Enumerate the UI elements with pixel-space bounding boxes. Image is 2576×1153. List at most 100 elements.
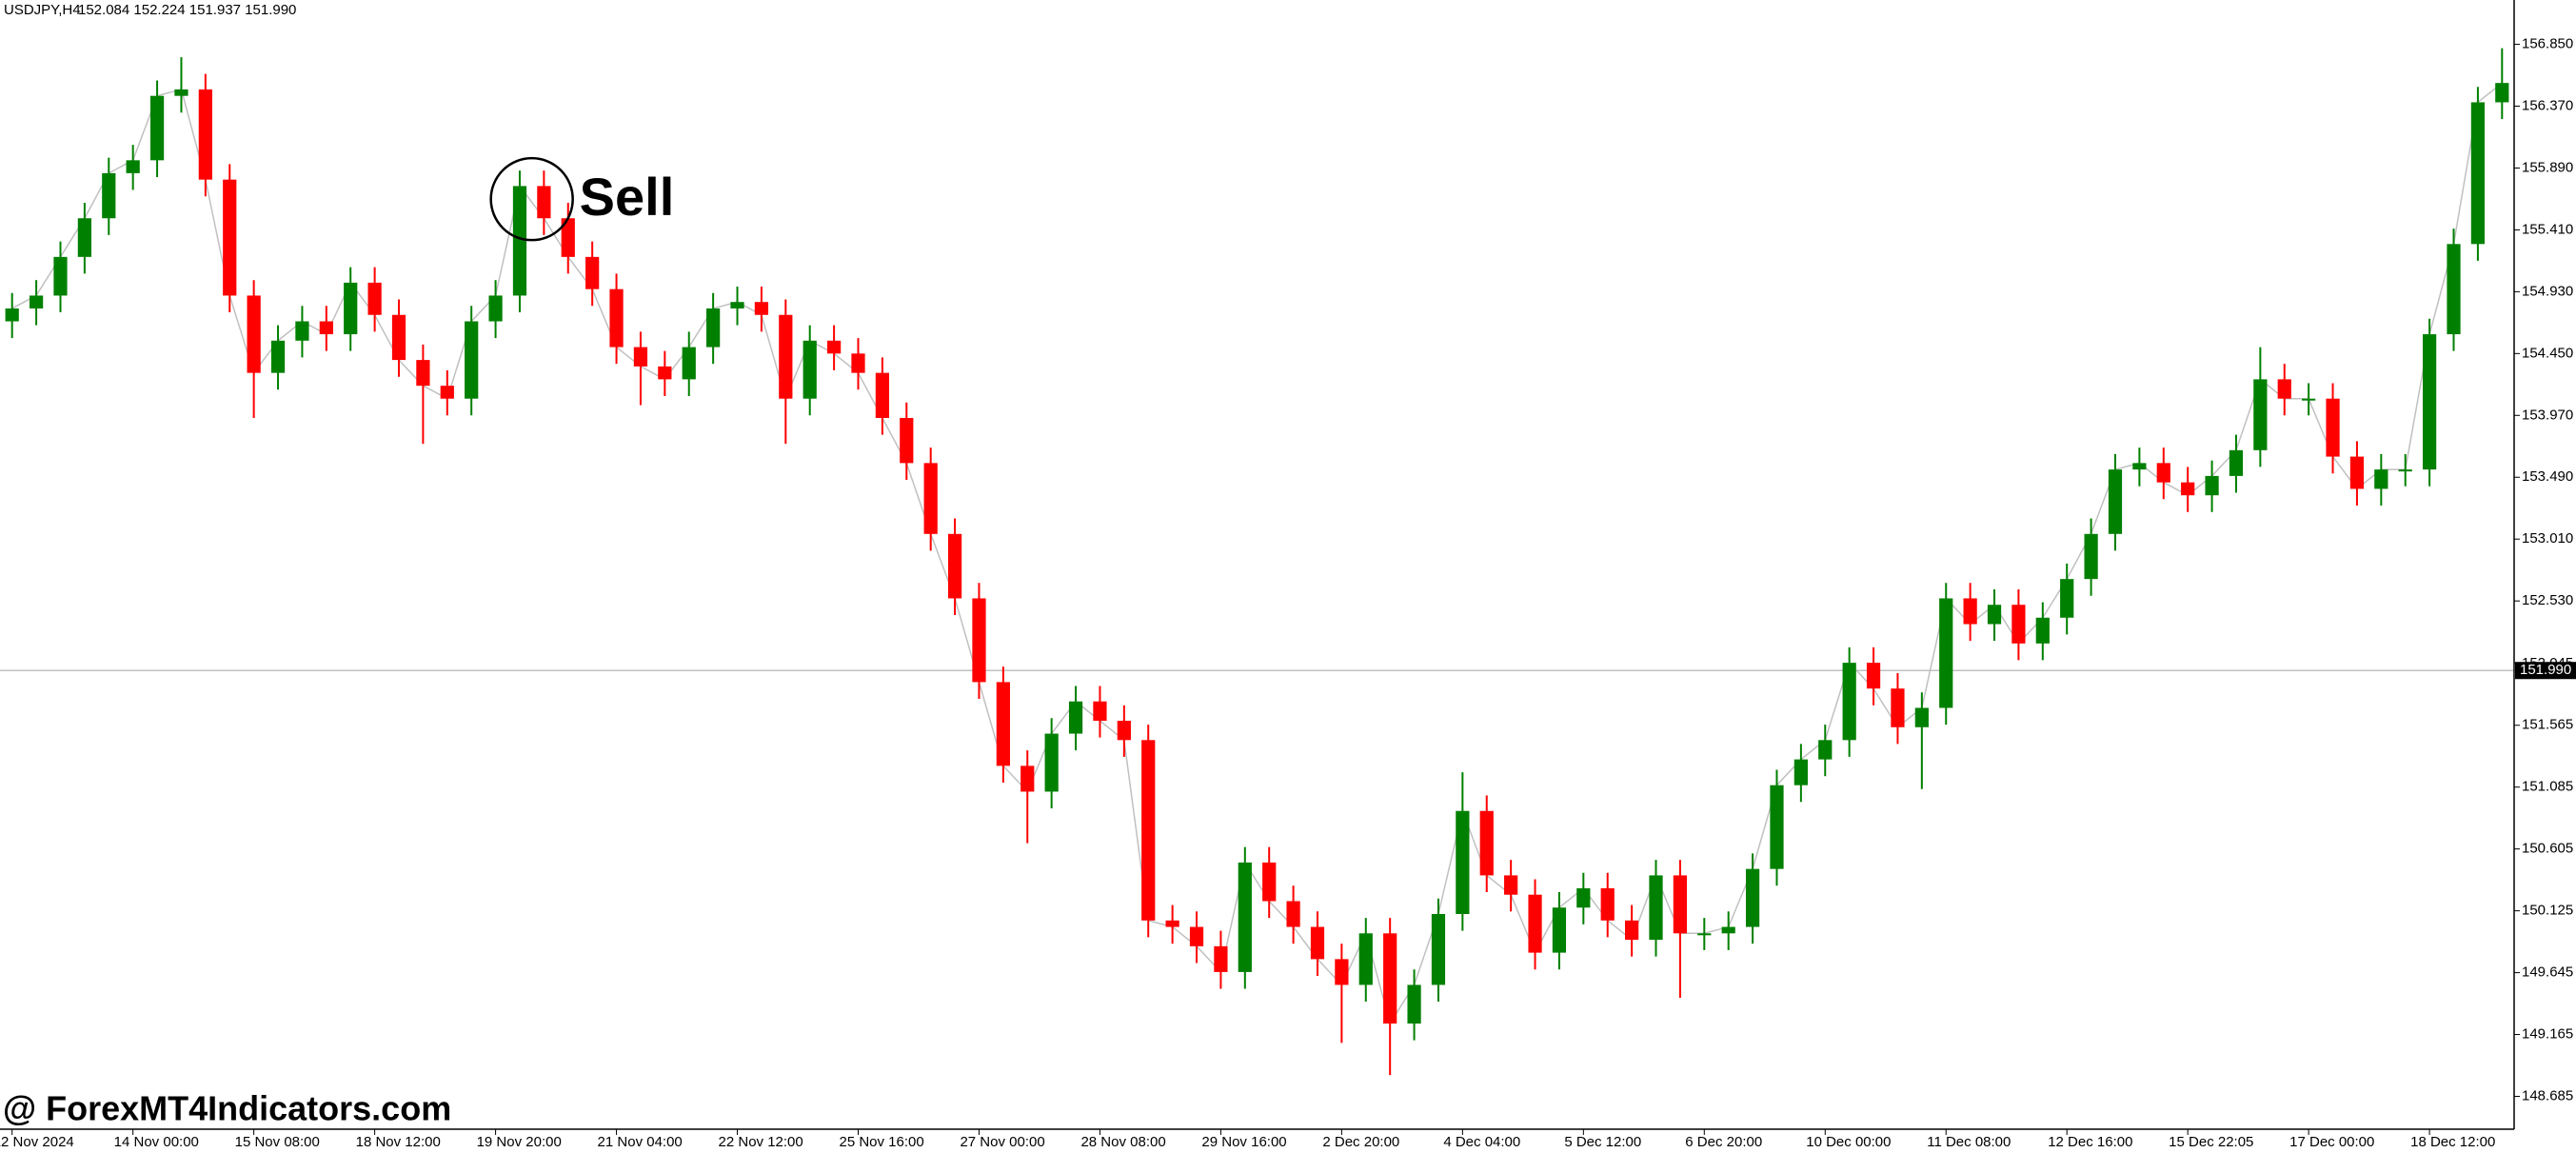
- y-tick-label: 152.530: [2522, 592, 2573, 608]
- candle-body: [2181, 482, 2195, 496]
- y-tick-label: 155.890: [2522, 159, 2573, 175]
- current-price-label: 151.990: [2520, 662, 2571, 678]
- candle-body: [1866, 663, 1881, 689]
- x-tick-label: 28 Nov 08:00: [1080, 1134, 1165, 1150]
- candle-body: [1093, 701, 1107, 722]
- candle-body: [2205, 475, 2219, 496]
- candle-body: [1383, 933, 1397, 1024]
- candle-body: [149, 95, 165, 161]
- y-tick-label: 150.125: [2522, 903, 2573, 919]
- candle-body: [1165, 920, 1179, 927]
- x-tick-label: 11 Dec 08:00: [1927, 1134, 2011, 1150]
- candle-body: [2229, 449, 2244, 476]
- candle-body: [1068, 701, 1083, 734]
- y-tick-label: 154.930: [2522, 283, 2573, 299]
- candle-body: [1939, 598, 1953, 708]
- x-tick-label: 14 Nov 00:00: [114, 1134, 199, 1150]
- candle-body: [1310, 926, 1325, 960]
- candle-body: [2253, 379, 2268, 450]
- candle-body: [1745, 868, 1760, 927]
- candle-body: [2470, 102, 2486, 245]
- x-tick-label: 18 Nov 12:00: [356, 1134, 441, 1150]
- candle-body: [1141, 740, 1156, 921]
- candle-body: [319, 321, 333, 335]
- candle-body: [1044, 733, 1059, 792]
- candle-body: [996, 682, 1010, 766]
- candle-body: [223, 179, 237, 296]
- candle-body: [247, 295, 261, 373]
- candle-body: [1625, 920, 1639, 941]
- candle-body: [1528, 894, 1542, 953]
- candle-body: [609, 288, 624, 348]
- candle-body: [416, 360, 430, 387]
- candle-body: [1987, 605, 2002, 625]
- candle-body: [2326, 398, 2340, 457]
- candle-body: [561, 218, 575, 257]
- candle-body: [1891, 688, 1905, 727]
- x-tick-label: 15 Nov 08:00: [235, 1134, 320, 1150]
- annotation-circle: [489, 156, 574, 242]
- current-price-box: [2515, 662, 2576, 680]
- candle-body: [1721, 926, 1735, 934]
- candle-body: [1552, 907, 1567, 953]
- candle-body: [1020, 765, 1035, 792]
- candle-body: [53, 256, 68, 296]
- candle-body: [465, 321, 479, 399]
- x-tick-label: 10 Dec 00:00: [1806, 1134, 1891, 1150]
- candle-body: [2374, 469, 2388, 489]
- candle-body: [2349, 456, 2365, 489]
- candle-body: [1335, 959, 1349, 985]
- candle-body: [295, 321, 309, 341]
- candle-body: [1262, 862, 1277, 902]
- watermark: @ ForexMT4Indicators.com: [3, 1089, 451, 1128]
- candle-body: [1504, 875, 1518, 895]
- x-tick-label: 29 Nov 16:00: [1201, 1134, 1286, 1150]
- x-tick-label: 17 Dec 00:00: [2289, 1134, 2374, 1150]
- candle-body: [2108, 469, 2123, 534]
- candle-body: [585, 256, 600, 289]
- candle-body: [2132, 463, 2147, 470]
- candle-body: [1286, 901, 1300, 927]
- candle-body: [2035, 617, 2050, 644]
- y-tick-label: 153.490: [2522, 468, 2573, 485]
- candle-body: [1649, 875, 1663, 941]
- y-tick-label: 155.410: [2522, 221, 2573, 237]
- candle-body: [102, 172, 116, 219]
- candle-body: [658, 366, 672, 380]
- candle-body: [1358, 933, 1373, 985]
- x-tick-label: 25 Nov 16:00: [839, 1134, 923, 1150]
- candle-body: [5, 308, 19, 322]
- candle-body: [1238, 862, 1252, 972]
- x-tick-label: 21 Nov 04:00: [598, 1134, 683, 1150]
- candle-body: [198, 89, 212, 180]
- candle-body: [1479, 810, 1494, 876]
- candle-body: [1117, 721, 1131, 741]
- x-tick-label: 6 Dec 20:00: [1685, 1134, 1762, 1150]
- candle-body: [633, 347, 648, 367]
- candle-body: [1600, 887, 1615, 921]
- y-tick-label: 149.165: [2522, 1026, 2573, 1043]
- y-tick-label: 153.010: [2522, 530, 2573, 547]
- candle-body: [488, 295, 503, 322]
- candle-body: [512, 186, 527, 296]
- x-tick-label: 12 Dec 16:00: [2048, 1134, 2132, 1150]
- x-tick-label: 5 Dec 12:00: [1564, 1134, 1641, 1150]
- candle-body: [2156, 463, 2170, 483]
- candle-body: [1673, 875, 1688, 934]
- candle-body: [1407, 984, 1421, 1024]
- candle-body: [875, 372, 889, 418]
- candle-body: [440, 386, 454, 399]
- candle-body: [2302, 398, 2316, 401]
- candle-body: [367, 282, 382, 315]
- candle-body: [923, 463, 938, 534]
- x-tick-label: 19 Nov 20:00: [477, 1134, 562, 1150]
- candle-body: [1697, 933, 1712, 936]
- candle-body: [2447, 244, 2461, 335]
- candle-body: [1576, 887, 1591, 908]
- x-tick-label: 12 Nov 2024: [0, 1134, 74, 1150]
- candle-body: [2277, 379, 2291, 399]
- candle-body: [270, 340, 286, 373]
- ohlc-readout: 152.084 152.224 151.937 151.990: [78, 2, 296, 18]
